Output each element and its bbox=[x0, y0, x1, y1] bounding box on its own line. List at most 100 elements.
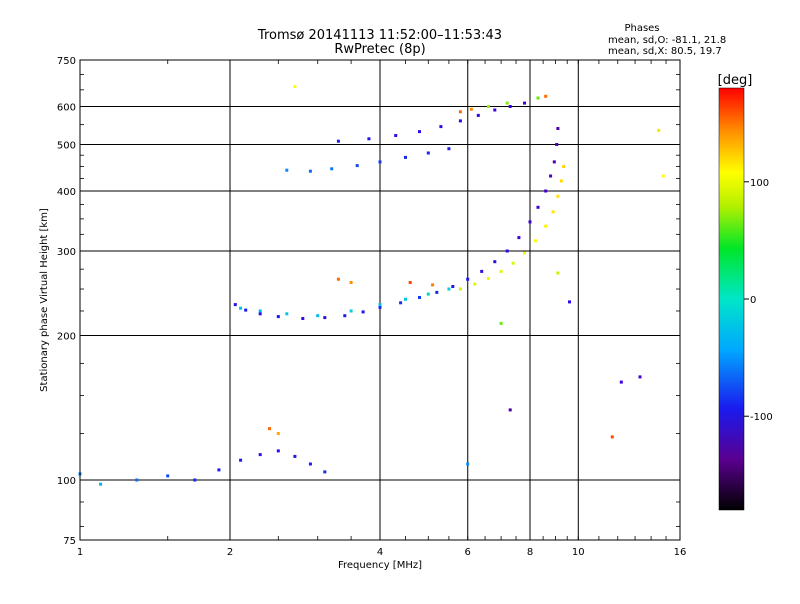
colorbar-tick-label: -100 bbox=[750, 412, 773, 423]
data-point bbox=[135, 478, 139, 482]
data-point bbox=[511, 261, 515, 265]
chart-title: Tromsø 20141113 11:52:00–11:53:43 bbox=[257, 28, 502, 43]
data-point bbox=[276, 449, 280, 453]
data-point bbox=[476, 113, 480, 117]
data-point bbox=[638, 375, 642, 379]
data-point bbox=[505, 101, 509, 105]
data-point bbox=[458, 110, 462, 114]
data-point bbox=[394, 134, 398, 137]
data-point bbox=[378, 303, 382, 307]
data-point bbox=[308, 169, 312, 173]
data-point bbox=[493, 108, 497, 112]
data-point bbox=[458, 287, 462, 291]
data-point bbox=[533, 239, 537, 243]
data-point bbox=[517, 236, 521, 240]
data-point bbox=[166, 474, 170, 478]
colorbar-tick-label: 100 bbox=[750, 178, 769, 189]
data-point bbox=[404, 297, 407, 301]
data-point bbox=[447, 287, 451, 291]
x-tick-label: 4 bbox=[377, 547, 383, 558]
data-point bbox=[336, 139, 340, 143]
y-tick-label: 750 bbox=[57, 56, 76, 67]
y-axis-label: Stationary phase Virtual Height [km] bbox=[39, 208, 50, 392]
x-tick-label: 2 bbox=[227, 547, 233, 558]
data-point bbox=[268, 427, 271, 431]
x-tick-label: 1 bbox=[77, 547, 83, 558]
data-point bbox=[555, 143, 559, 146]
y-tick-label: 75 bbox=[63, 536, 76, 547]
data-point bbox=[493, 260, 497, 264]
data-point bbox=[486, 277, 490, 280]
data-point bbox=[361, 310, 365, 314]
stats-heading: Phases bbox=[624, 23, 659, 34]
data-point bbox=[258, 453, 262, 457]
data-point bbox=[426, 292, 430, 296]
data-point bbox=[399, 301, 403, 305]
data-point bbox=[308, 462, 312, 466]
data-point bbox=[431, 283, 435, 287]
data-point bbox=[568, 300, 571, 304]
data-point bbox=[293, 454, 297, 458]
data-point bbox=[355, 164, 359, 168]
data-point bbox=[447, 147, 451, 151]
data-point bbox=[536, 205, 540, 209]
data-point bbox=[408, 281, 412, 284]
data-point bbox=[301, 317, 305, 320]
grid-lines bbox=[80, 60, 680, 540]
y-tick-label: 600 bbox=[57, 103, 76, 114]
data-point bbox=[473, 282, 477, 286]
data-point bbox=[258, 309, 262, 313]
data-point bbox=[486, 105, 490, 108]
data-point bbox=[349, 309, 353, 313]
stats-line-o: mean, sd,O: -81.1, 21.8 bbox=[608, 35, 726, 46]
data-point bbox=[549, 174, 553, 178]
chart-subtitle: RwPretec (8p) bbox=[334, 42, 425, 57]
data-point bbox=[323, 470, 327, 474]
y-tick-label: 200 bbox=[57, 332, 76, 343]
y-tick-label: 300 bbox=[57, 247, 76, 258]
data-point bbox=[323, 316, 327, 320]
data-point bbox=[610, 435, 614, 439]
data-point bbox=[505, 249, 509, 253]
data-point bbox=[657, 128, 661, 132]
data-point bbox=[536, 96, 540, 100]
data-point bbox=[435, 290, 439, 294]
axis-ticks: 1 2 4 6 8 10 16 75 100 200 300 400 500 600 750 bbox=[57, 56, 686, 558]
y-tick-label: 500 bbox=[57, 141, 76, 152]
data-point bbox=[523, 251, 526, 255]
data-point bbox=[562, 165, 566, 168]
x-tick-label: 16 bbox=[674, 547, 687, 558]
data-point bbox=[244, 308, 248, 312]
x-axis-label: Frequency [MHz] bbox=[338, 560, 422, 571]
x-tick-label: 6 bbox=[465, 547, 471, 558]
data-point bbox=[508, 105, 512, 108]
data-point bbox=[551, 210, 555, 214]
data-point bbox=[523, 101, 526, 105]
data-point bbox=[330, 167, 334, 171]
colorbar-label: [deg] bbox=[718, 73, 753, 88]
x-tick-label: 10 bbox=[572, 547, 585, 558]
data-point bbox=[285, 312, 289, 316]
data-point bbox=[378, 305, 382, 309]
data-point bbox=[556, 271, 560, 275]
data-point bbox=[276, 315, 280, 319]
data-point bbox=[528, 220, 532, 224]
y-tick-label: 400 bbox=[57, 187, 76, 198]
data-point bbox=[285, 168, 289, 172]
data-point bbox=[458, 119, 462, 123]
data-point bbox=[556, 194, 560, 198]
data-point bbox=[343, 314, 347, 318]
data-point bbox=[466, 462, 470, 466]
data-point bbox=[544, 189, 548, 193]
data-point bbox=[316, 314, 320, 318]
data-points bbox=[78, 85, 665, 486]
data-point bbox=[544, 224, 548, 228]
data-point bbox=[556, 127, 560, 130]
colorbar bbox=[718, 87, 745, 511]
data-point bbox=[293, 85, 297, 89]
data-point bbox=[336, 277, 340, 281]
stats-line-x: mean, sd,X: 80.5, 19.7 bbox=[608, 46, 722, 57]
data-point bbox=[404, 155, 407, 159]
data-point bbox=[480, 269, 484, 273]
